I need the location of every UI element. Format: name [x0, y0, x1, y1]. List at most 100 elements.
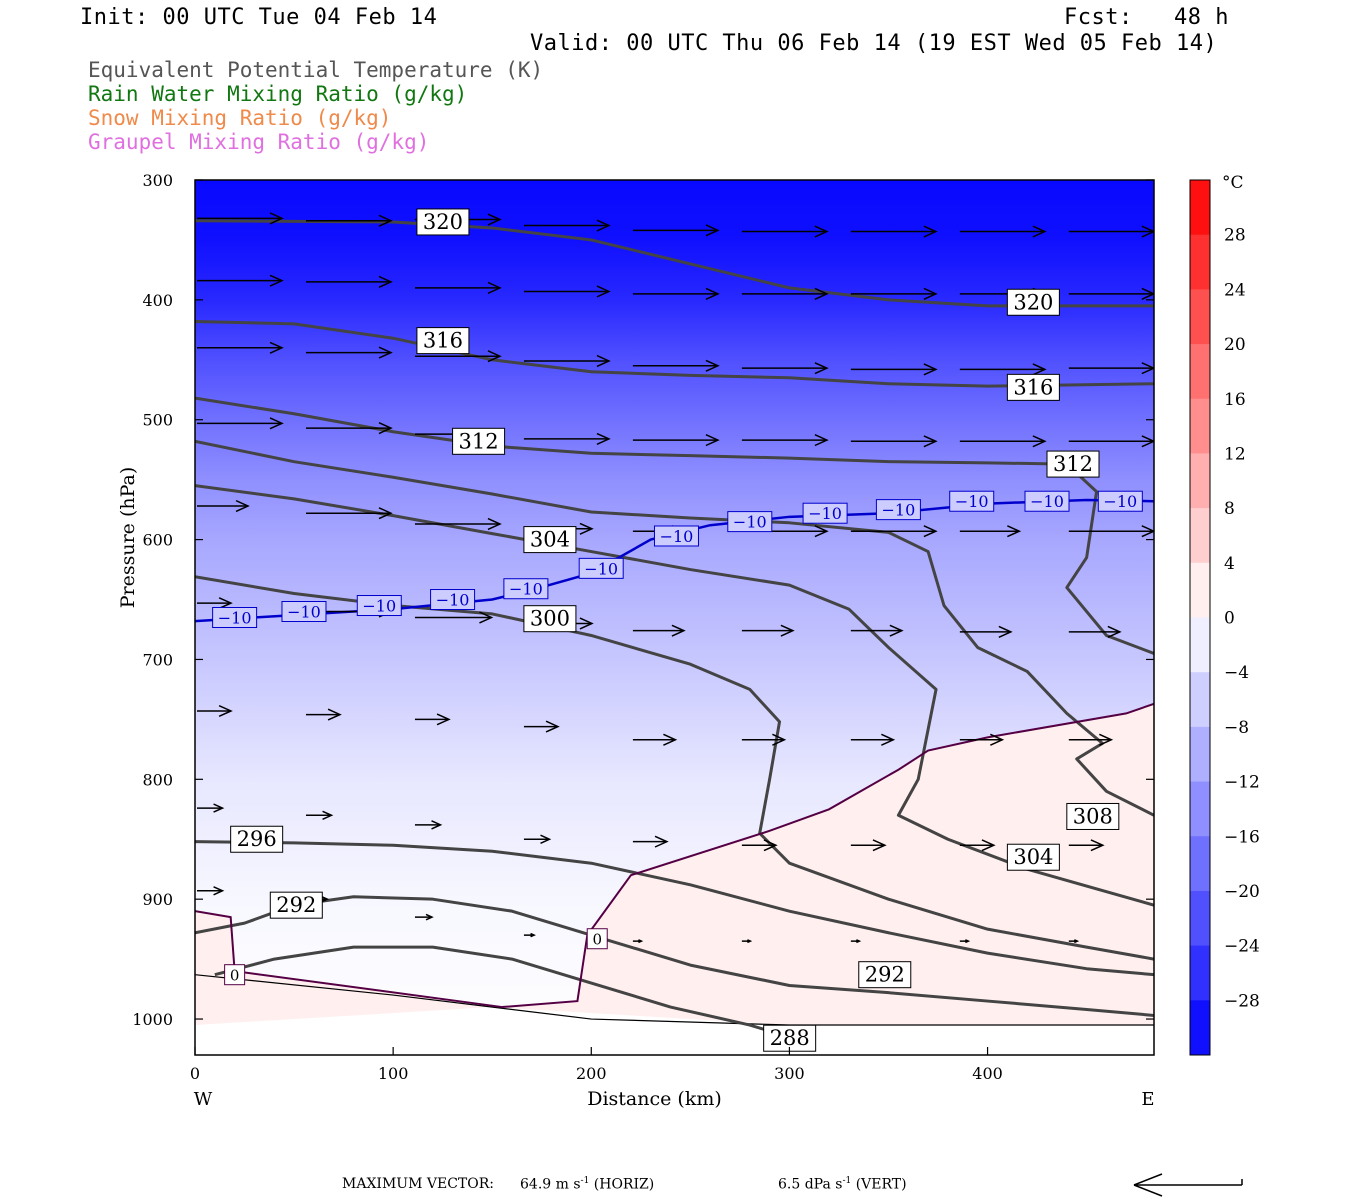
wind-vector — [523, 285, 611, 298]
colorbar-segment — [1190, 398, 1210, 454]
wind-vector — [523, 834, 552, 844]
wind-vector — [741, 362, 829, 375]
theta-e-contour-296 — [195, 840, 1154, 977]
wind-vector-head — [671, 624, 686, 637]
wind-vector — [632, 624, 686, 637]
wind-vector — [414, 517, 502, 531]
y-tick-label: 1000 — [132, 1010, 173, 1029]
theta-e-contour-288 — [214, 945, 790, 1039]
wind-vector — [197, 803, 225, 813]
theta-e-label-316: 316 — [1006, 373, 1060, 401]
wind-vector-head — [923, 525, 938, 538]
wind-vector — [959, 225, 1047, 238]
wind-vector-head — [378, 507, 393, 520]
theta-e-label-box — [269, 891, 323, 919]
valid-time: Valid: 00 UTC Thu 06 Feb 14 (19 EST Wed … — [530, 31, 1218, 56]
theta-e-label-288: 288 — [763, 1024, 817, 1052]
wind-vector-head — [269, 212, 284, 225]
wind-vector-head — [579, 522, 594, 535]
isotherm-label-text: −10 — [436, 591, 470, 610]
isotherm-label-text: 0 — [230, 967, 240, 985]
colorbar-segment — [1190, 180, 1210, 236]
plot-frame — [194, 179, 1155, 1056]
wind-vector — [632, 434, 720, 447]
theta-e-label-box — [523, 605, 577, 633]
wind-vector-head — [596, 219, 611, 232]
wind-vector — [850, 839, 887, 852]
wind-vector-head — [772, 733, 787, 746]
wind-vector — [1068, 625, 1122, 638]
theta-e-label-316: 316 — [416, 327, 470, 355]
isotherm-zero-label: 0 — [586, 928, 608, 950]
wind-vector-head — [378, 275, 393, 288]
isotherm-label-box — [802, 502, 848, 524]
wind-vector — [959, 435, 1047, 448]
theta-e-label-320: 320 — [416, 208, 470, 236]
x-end-label-west: W — [194, 1089, 213, 1110]
y-tick-label: 700 — [142, 650, 173, 669]
wind-vector — [850, 939, 862, 944]
wind-vector-head — [889, 624, 904, 637]
wind-vector-head — [1090, 839, 1105, 852]
wind-vector — [850, 525, 938, 538]
colorbar-tick-label: −24 — [1224, 937, 1260, 957]
wind-vector — [632, 939, 644, 944]
cross-section-chart: 320 320 316 316 312 312 308 304 304 300 296 292 292 2… — [117, 171, 1260, 1110]
colorbar-segment — [1190, 617, 1210, 673]
y-tick-label: 600 — [142, 531, 173, 550]
isotherm-minus10-label: −10 — [875, 499, 921, 521]
isotherm-minus10-label: −10 — [212, 607, 258, 628]
wind-vector-head — [1107, 625, 1122, 638]
wind-vector — [305, 422, 393, 435]
wind-vector — [850, 287, 938, 300]
colorbar-tick-label: 12 — [1224, 444, 1246, 464]
isotherm-minus10-label: −10 — [653, 525, 699, 547]
colorbar-segment — [1190, 562, 1210, 618]
wind-vector — [197, 417, 284, 430]
wind-vector — [632, 733, 678, 746]
reference-vector-arrow — [1133, 1173, 1243, 1197]
colorbar-tick-label: −8 — [1224, 718, 1249, 738]
isotherm-label-text: −10 — [955, 492, 989, 511]
wind-vector-head — [705, 434, 720, 447]
isotherm-minus10-label: −10 — [430, 589, 476, 611]
theta-e-label-304: 304 — [1006, 843, 1060, 871]
isotherm-label-text: −10 — [660, 527, 694, 546]
theta-e-label-box — [1046, 450, 1100, 478]
colorbar-unit: °C — [1222, 173, 1244, 193]
colorbar-tick-label: 16 — [1224, 390, 1246, 410]
legend-rain: Rain Water Mixing Ratio (g/kg) — [88, 82, 468, 106]
wind-vector-head — [530, 932, 536, 938]
below-ground — [195, 1007, 1154, 1055]
isotherm-minus10-label: −10 — [727, 511, 773, 533]
wind-vector-head — [747, 939, 753, 944]
isotherm-label-text: −10 — [808, 504, 842, 523]
isotherm-label-text: −10 — [218, 609, 252, 628]
theta-e-label-text: 316 — [1013, 375, 1053, 399]
theta-e-label-312: 312 — [452, 427, 506, 455]
max-horiz-vector: 64.9 m s-1 (HORIZ) — [520, 1176, 655, 1193]
x-end-label-east: E — [1141, 1089, 1154, 1110]
x-tick-label: 0 — [190, 1064, 200, 1083]
x-tick-label: 100 — [378, 1064, 409, 1083]
wind-vector-head — [540, 834, 552, 844]
wind-vector-head — [545, 720, 560, 733]
wind-vector-head — [856, 939, 862, 944]
theta-e-contour-308 — [195, 439, 1154, 817]
isotherm-label-box — [212, 607, 258, 628]
theta-e-label-box — [230, 825, 284, 853]
wind-vector-head — [1099, 733, 1114, 746]
wind-vectors — [197, 212, 1154, 944]
isotherm-minus10-label: −10 — [503, 578, 549, 600]
wind-vector-head — [965, 939, 971, 944]
wind-vector-head — [814, 287, 829, 300]
wind-vector-head — [638, 939, 644, 944]
wind-vector-head — [923, 287, 938, 300]
wind-vector — [959, 625, 1013, 638]
wind-vector — [305, 346, 393, 359]
wind-vector-head — [881, 733, 896, 746]
colorbar: 28 24 20 16 12 8 4 0 −4 −8 −12 −16 −20 −24 −28 °C — [1189, 173, 1260, 1056]
isotherm-label-box — [1024, 490, 1070, 512]
isotherm-label-box — [281, 601, 327, 623]
contour-labels: 320 320 316 316 312 312 308 304 304 300 296 292 292 2… — [212, 208, 1143, 1052]
